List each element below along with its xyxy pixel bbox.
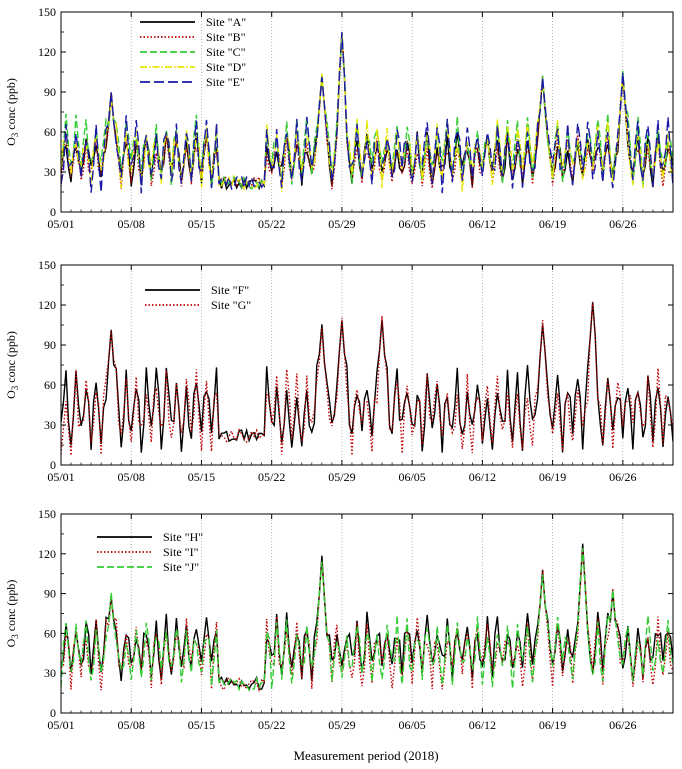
chart-panel-2: 0 30 60 90 120 150 05/01 05/08 05/15 05/22 05/29 06… [4,258,674,484]
series-line-2 [61,301,673,456]
x-tick-label: 06/12 [469,217,496,231]
y-tick-label: 150 [38,507,56,521]
series-line-3 [61,548,673,692]
x-tick-label: 05/08 [118,718,145,732]
x-tick-label: 05/01 [47,217,74,231]
x-tick-label: 06/19 [539,470,566,484]
y-axis-title: O3 conc (ppb) [4,580,20,648]
series-line-2 [61,33,673,190]
x-tick-label: 05/15 [188,217,215,231]
legend-label: Site "D" [206,60,246,74]
series-line-5 [61,32,673,194]
series-lines [61,543,673,693]
x-tick-label: 06/19 [539,217,566,231]
plot-frame [60,264,674,466]
legend-label: Site "F" [211,283,249,297]
x-tick-label: 06/12 [469,470,496,484]
y-tick-label: 30 [44,418,56,432]
x-tick-label: 06/26 [609,470,636,484]
y-tick-label: 120 [38,45,56,59]
x-tick-label: 06/05 [398,718,425,732]
legend: Site "F"Site "G" [145,283,251,312]
x-tick-label: 05/01 [47,718,74,732]
x-tick-label: 06/26 [609,217,636,231]
plot-frame [60,11,674,213]
y-axis-title: O3 conc (ppb) [4,78,20,146]
y-tick-label: 90 [44,587,56,601]
legend: Site "A"Site "B"Site "C"Site "D"Site "E" [140,15,246,89]
y-tick-label: 90 [44,338,56,352]
series-line-2 [61,550,673,693]
legend: Site "H"Site "I"Site "J" [97,530,203,574]
y-tick-label: 30 [44,666,56,680]
x-tick-label: 05/22 [258,217,285,231]
x-tick-label: 06/26 [609,718,636,732]
x-tick-label: 05/29 [328,217,355,231]
x-tick-label: 06/12 [469,718,496,732]
x-tick-label: 06/05 [398,470,425,484]
y-tick-label: 90 [44,85,56,99]
x-tick-label: 05/08 [118,470,145,484]
y-tick-label: 0 [50,458,56,472]
y-tick-label: 60 [44,125,56,139]
x-tick-label: 05/22 [258,470,285,484]
x-tick-label: 05/29 [328,718,355,732]
legend-label: Site "H" [163,530,203,544]
y-tick-label: 60 [44,378,56,392]
series-line-1 [61,301,673,453]
x-axis-title: Measurement period (2018) [293,748,438,763]
legend-label: Site "B" [206,30,246,44]
legend-label: Site "I" [163,545,199,559]
x-tick-label: 05/15 [188,470,215,484]
y-tick-label: 60 [44,626,56,640]
chart-panel-1: 0 30 60 90 120 150 05/01 05/08 05/15 05/22 05/29 06… [4,5,674,231]
y-axis-title: O3 conc (ppb) [4,331,20,399]
y-tick-label: 0 [50,205,56,219]
legend-label: Site "J" [163,560,199,574]
y-tick-label: 120 [38,298,56,312]
legend-label: Site "C" [206,45,246,59]
y-tick-label: 30 [44,165,56,179]
x-tick-label: 05/29 [328,470,355,484]
x-tick-label: 06/05 [398,217,425,231]
y-tick-label: 150 [38,5,56,19]
y-tick-label: 0 [50,706,56,720]
chart-panel-3: 0 30 60 90 120 150 05/01 05/08 05/15 05/22 05/29 06… [4,507,674,732]
x-tick-label: 05/22 [258,718,285,732]
x-tick-label: 05/15 [188,718,215,732]
legend-label: Site "E" [206,75,245,89]
series-lines [61,32,673,194]
legend-label: Site "A" [206,15,246,29]
x-tick-label: 06/19 [539,718,566,732]
x-tick-label: 05/08 [118,217,145,231]
series-lines [61,301,673,456]
x-tick-label: 05/01 [47,470,74,484]
y-tick-label: 150 [38,258,56,272]
y-tick-label: 120 [38,547,56,561]
legend-label: Site "G" [211,298,251,312]
